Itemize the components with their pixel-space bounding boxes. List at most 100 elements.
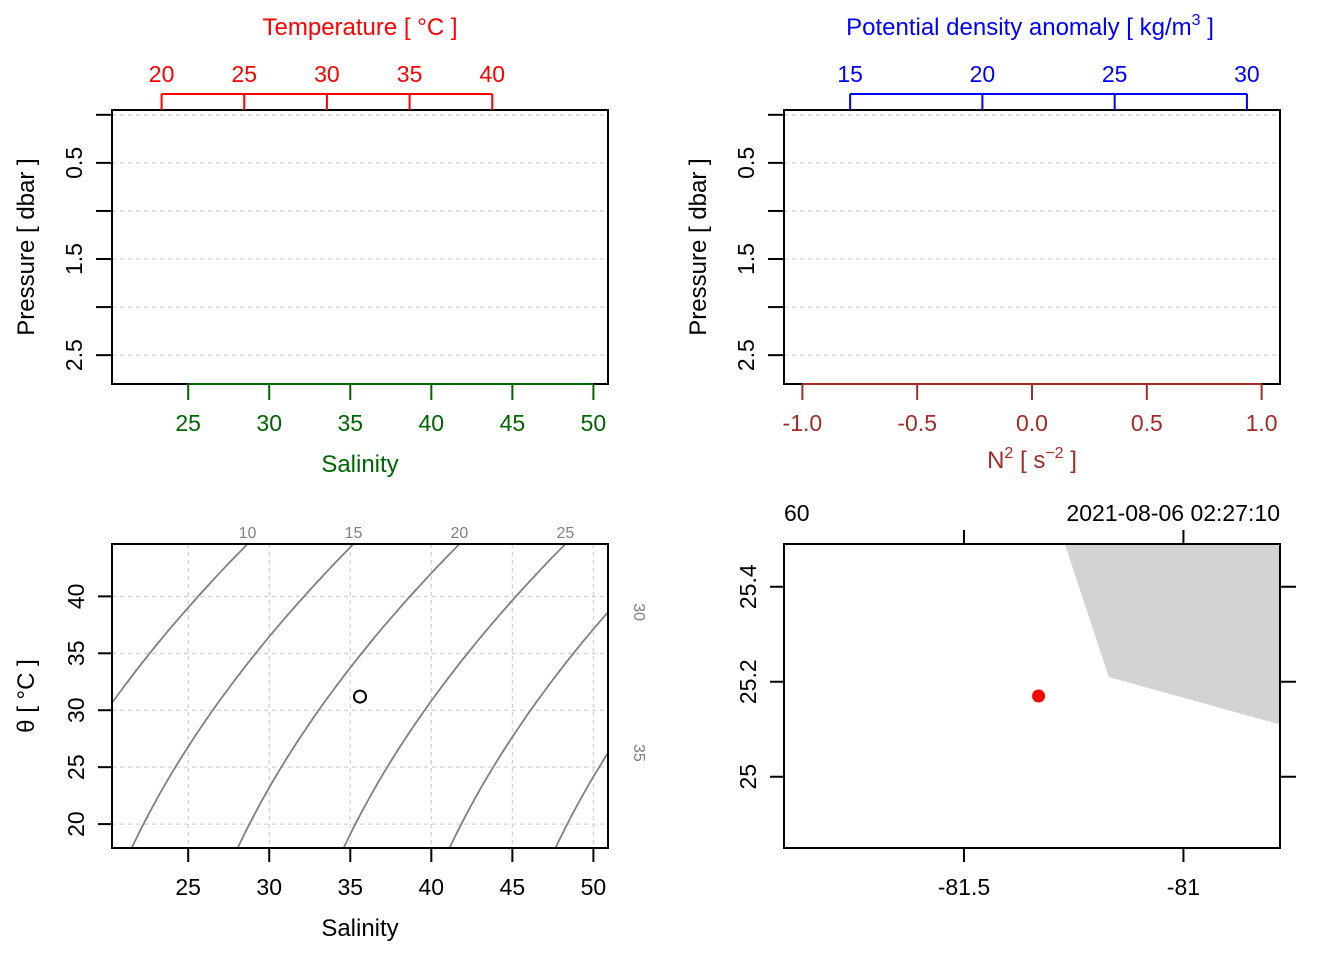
isopycnal-label-5: 35 — [630, 744, 647, 762]
n2-axis-title: N2 [ s−2 ] — [987, 445, 1077, 474]
ts-points — [353, 689, 367, 704]
isopycnal-label-4: 30 — [630, 603, 647, 621]
isopycnal-line-4 — [448, 610, 608, 848]
p2-left-tick-label-0: 0.5 — [733, 147, 759, 179]
p1-salinity-axis: 25 30 35 40 45 50 — [175, 383, 607, 436]
coastline-land — [1064, 544, 1280, 725]
p3-frame — [111, 543, 609, 849]
n2-title-end: ] — [1064, 447, 1077, 474]
p4-y-tick-label-1: 25.2 — [735, 659, 761, 704]
p1-top-tick-label-3: 35 — [397, 61, 423, 87]
p4-x-tick-label-0: -81.5 — [938, 874, 990, 900]
p3-gridlines — [112, 544, 608, 848]
p2-top-tick-label-3: 30 — [1234, 61, 1260, 87]
p2-pressure-axis: 0.5 1.5 2.5 — [733, 113, 784, 371]
station-marker-group — [1032, 689, 1046, 703]
p3-x-tick-label-0: 25 — [175, 874, 201, 900]
p1-top-tick-label-1: 25 — [231, 61, 257, 87]
p2-bottom-tick-label-2: 0.0 — [1016, 410, 1048, 436]
p1-bottom-tick-label-4: 45 — [500, 410, 526, 436]
p2-density-axis: 15 20 25 30 — [837, 61, 1260, 110]
density-title-sup: 3 — [1192, 12, 1201, 29]
p1-gridlines — [112, 114, 608, 356]
isopycnal-line-0 — [112, 544, 249, 705]
p1-pressure-axis: 0.5 1.5 2.5 — [61, 113, 112, 371]
p1-top-tick-label-0: 20 — [149, 61, 175, 87]
p3-salinity-axis: 25 30 35 40 45 50 — [175, 847, 607, 900]
pressure-axis-title: Pressure [ dbar ] — [13, 158, 40, 335]
p1-frame — [111, 109, 609, 385]
density-title-main: Potential density anomaly [ kg/m — [846, 14, 1192, 41]
p2-left-tick-label-1: 1.5 — [733, 243, 759, 275]
p4-y-tick-label-0: 25 — [735, 764, 761, 790]
p1-top-tick-label-2: 30 — [314, 61, 340, 87]
p4-frame — [783, 543, 1281, 849]
p3-x-tick-label-2: 35 — [337, 874, 363, 900]
pressure-axis-title-2: Pressure [ dbar ] — [685, 158, 712, 335]
p1-bottom-tick-label-3: 40 — [419, 410, 445, 436]
isopycnal-line-1 — [130, 544, 355, 848]
salinity-axis-title: Salinity — [321, 451, 398, 478]
n2-title-sup2: −2 — [1045, 445, 1063, 462]
isopycnal-line-5 — [554, 751, 608, 848]
p3-y-tick-label-4: 40 — [63, 584, 89, 610]
p1-left-tick-label-1: 1.5 — [61, 243, 87, 275]
p2-bottom-tick-label-3: 0.5 — [1131, 410, 1163, 436]
map-timestamp-label: 2021-08-06 02:27:10 — [1066, 500, 1280, 526]
p1-bottom-tick-label-5: 50 — [581, 410, 607, 436]
p2-top-tick-label-0: 15 — [837, 61, 863, 87]
p3-y-tick-label-3: 35 — [63, 641, 89, 667]
p3-x-tick-label-4: 45 — [500, 874, 526, 900]
p1-left-tick-label-2: 2.5 — [61, 339, 87, 371]
map-top-left-label: 60 — [784, 500, 810, 526]
p4-y-tick-label-2: 25.4 — [735, 564, 761, 609]
panel-ts-profile: 20 25 30 35 40 25 30 35 40 45 50 0.5 1.5 2.5 Temper… — [13, 14, 609, 478]
isopycnal-lines — [112, 544, 608, 848]
ts-ylabel: θ [ °C ] — [13, 659, 40, 733]
isopycnal-label-3: 25 — [556, 525, 574, 542]
p3-y-tick-label-1: 25 — [63, 754, 89, 780]
p3-x-tick-label-3: 40 — [419, 874, 445, 900]
ts-point-0 — [353, 689, 367, 704]
p1-bottom-tick-label-1: 30 — [256, 410, 282, 436]
p1-bottom-tick-label-0: 25 — [175, 410, 201, 436]
density-title-end: ] — [1201, 14, 1214, 41]
p3-y-tick-label-2: 30 — [63, 697, 89, 723]
station-marker — [1032, 689, 1046, 703]
n2-title-sup1: 2 — [1004, 445, 1013, 462]
p2-n2-axis: -1.0 -0.5 0.0 0.5 1.0 — [783, 383, 1278, 436]
p4-axes: -81.5 -81 25 25.2 25.4 — [735, 530, 1296, 900]
p3-theta-axis: 20 25 30 35 40 — [63, 584, 112, 837]
n2-title-mid: [ s — [1013, 447, 1045, 474]
isopycnal-label-1: 15 — [345, 525, 363, 542]
p1-bottom-tick-label-2: 35 — [337, 410, 363, 436]
land-polygon — [1064, 544, 1280, 725]
ts-xlabel: Salinity — [321, 915, 398, 942]
p3-x-tick-label-5: 50 — [581, 874, 607, 900]
temperature-axis-title: Temperature [ °C ] — [263, 14, 458, 41]
isopycnal-labels: 10 15 20 25 30 35 — [239, 525, 647, 762]
isopycnal-line-2 — [236, 544, 461, 848]
p3-x-tick-label-1: 30 — [256, 874, 282, 900]
density-axis-title: Potential density anomaly [ kg/m3 ] — [846, 12, 1214, 41]
panel-density-profile: 15 20 25 30 -1.0 -0.5 0.0 0.5 1.0 0.5 1.5 2.5 Pot… — [685, 12, 1281, 474]
p1-temperature-axis: 20 25 30 35 40 — [149, 61, 505, 110]
p2-left-tick-label-2: 2.5 — [733, 339, 759, 371]
p1-top-tick-label-4: 40 — [479, 61, 505, 87]
p2-gridlines — [784, 114, 1280, 356]
panel-station-map: -81.5 -81 25 25.2 25.4 60 2021-08-06 02:27:1… — [735, 500, 1296, 900]
isopycnal-line-3 — [342, 544, 567, 848]
n2-title-main: N — [987, 447, 1004, 474]
isopycnal-label-0: 10 — [239, 525, 257, 542]
p2-top-tick-label-2: 25 — [1102, 61, 1128, 87]
p2-frame — [783, 109, 1281, 385]
p2-top-tick-label-1: 20 — [970, 61, 996, 87]
isopycnal-label-2: 20 — [451, 525, 469, 542]
p4-x-tick-label-1: -81 — [1167, 874, 1200, 900]
panel-ts-diagram: 10 15 20 25 30 35 25 30 35 40 45 50 20 25 30 35 40 Sal… — [13, 525, 647, 942]
p3-y-tick-label-0: 20 — [63, 811, 89, 837]
p2-bottom-tick-label-4: 1.0 — [1246, 410, 1278, 436]
p2-bottom-tick-label-0: -1.0 — [783, 410, 823, 436]
p2-bottom-tick-label-1: -0.5 — [897, 410, 937, 436]
